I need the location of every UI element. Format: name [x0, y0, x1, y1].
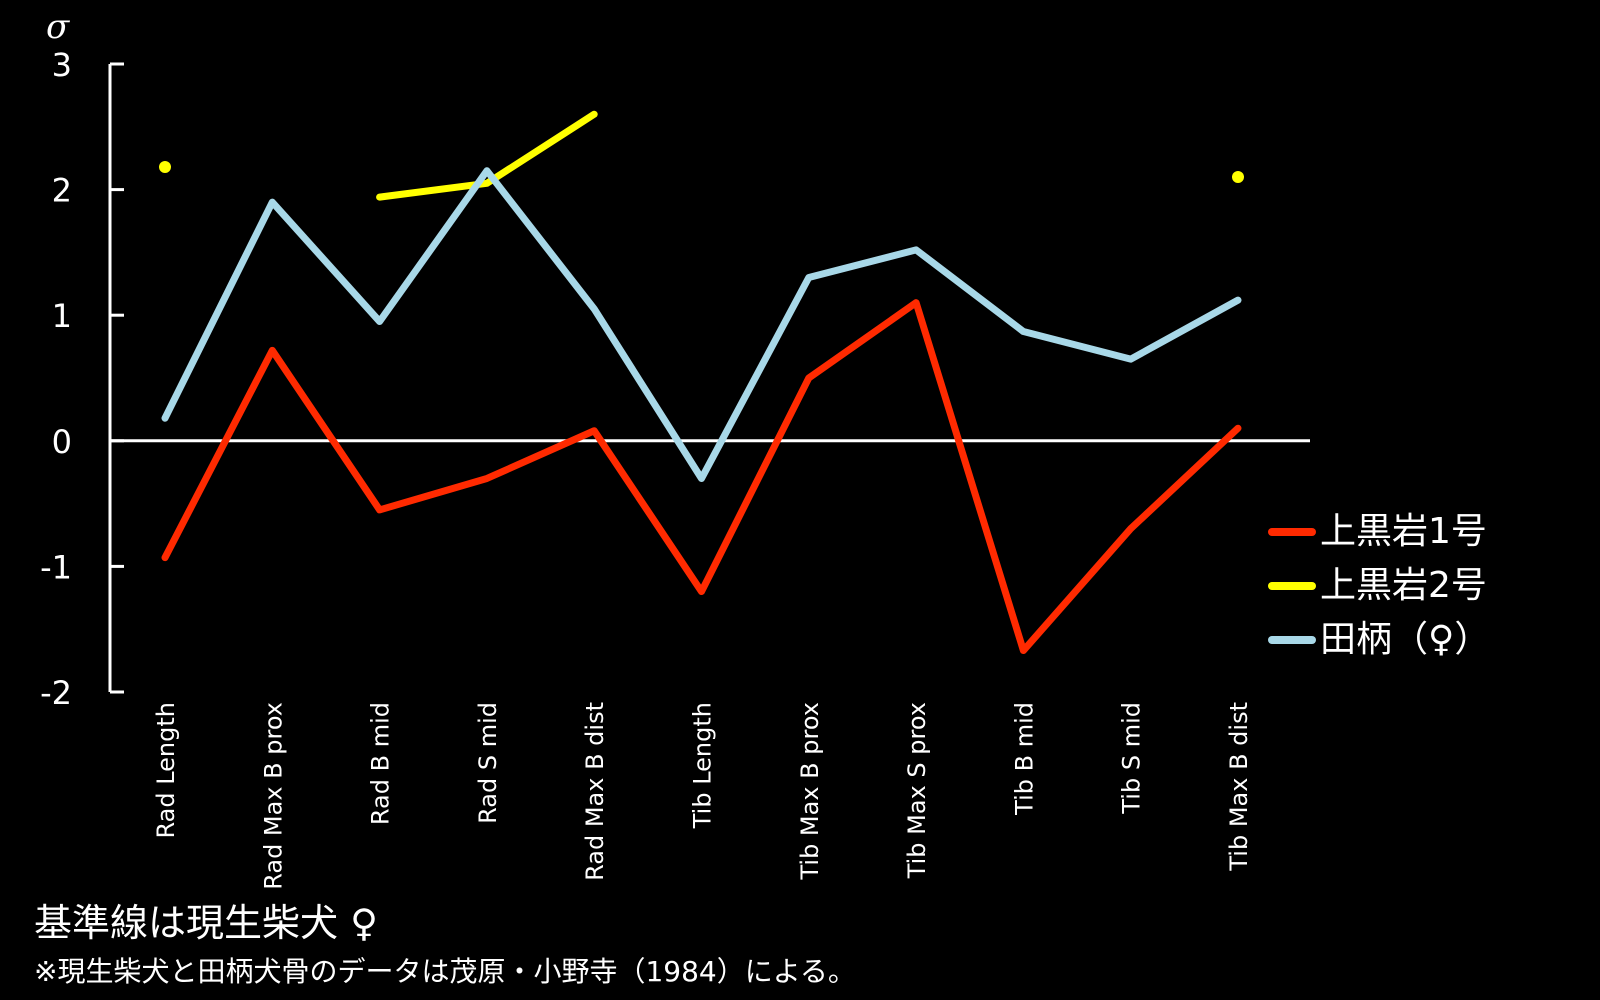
- series-2-point: [159, 160, 171, 173]
- series-2-line: [376, 110, 598, 201]
- y-tick-label: -1: [40, 548, 72, 586]
- legend-swatch-series-3: [1268, 636, 1316, 644]
- x-tick-label: Rad S mid: [474, 702, 502, 824]
- series-3: [161, 167, 1242, 482]
- x-tick-label: Tib Length: [689, 702, 717, 829]
- legend-swatch-series-1: [1268, 528, 1316, 536]
- legend-item-series-3: 田柄（♀）: [1268, 613, 1588, 667]
- series-2: [159, 110, 1244, 201]
- baseline-note: 基準線は現生柴犬 ♀: [34, 901, 378, 945]
- source-note: ※現生柴犬と田柄犬骨のデータは茂原・小野寺（1984）による。: [34, 955, 856, 988]
- y-tick-label: 0: [52, 423, 72, 461]
- y-tick-label: 2: [52, 172, 72, 210]
- y-axis: [108, 62, 124, 694]
- x-tick-label: Tib B mid: [1010, 702, 1038, 816]
- legend-item-series-2: 上黒岩2号: [1268, 559, 1588, 613]
- y-tick-label: 1: [52, 297, 72, 335]
- x-tick-label: Rad Length: [152, 702, 180, 839]
- series-lines: [159, 110, 1244, 655]
- x-tick-labels: Rad Length Rad Max B prox Rad B mid Rad S m…: [152, 702, 1253, 890]
- y-tick-label: -2: [40, 674, 72, 712]
- legend-label-series-3: 田柄（♀）: [1320, 619, 1491, 660]
- legend-label-series-2: 上黒岩2号: [1320, 565, 1487, 606]
- series-1-line: [161, 299, 1242, 655]
- x-tick-label: Tib Max S prox: [903, 702, 931, 879]
- x-tick-label: Tib Max B prox: [796, 702, 824, 881]
- series-1: [161, 299, 1242, 655]
- legend-swatch-series-2: [1268, 582, 1316, 590]
- x-tick-label: Rad B mid: [367, 702, 395, 825]
- x-tick-label: Rad Max B dist: [581, 702, 609, 881]
- y-tick-labels: 3 2 1 0 -1 -2: [40, 46, 72, 712]
- series-2-point: [1232, 171, 1244, 184]
- y-tick-label: 3: [52, 46, 72, 84]
- legend: 上黒岩1号 上黒岩2号 田柄（♀）: [1268, 505, 1588, 667]
- x-tick-label: Rad Max B prox: [259, 702, 287, 890]
- legend-item-series-1: 上黒岩1号: [1268, 505, 1588, 559]
- series-3-line: [161, 167, 1242, 482]
- x-tick-label: Tib S mid: [1118, 702, 1146, 815]
- legend-label-series-1: 上黒岩1号: [1320, 511, 1487, 552]
- y-axis-unit-label: σ: [46, 7, 70, 47]
- x-tick-label: Tib Max B dist: [1225, 702, 1253, 872]
